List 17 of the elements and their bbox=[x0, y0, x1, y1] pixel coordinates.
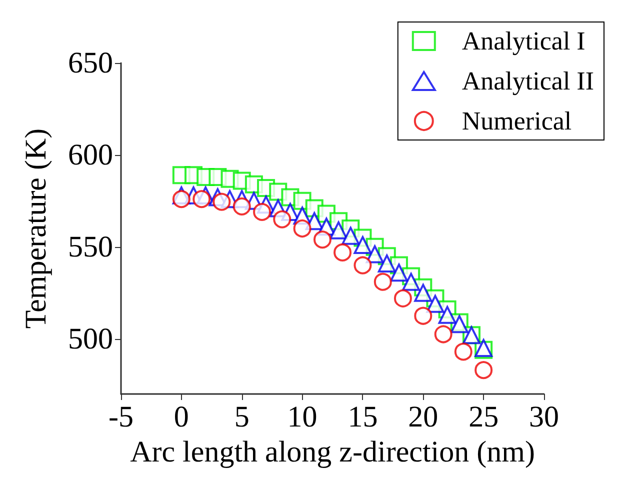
legend-label: Numerical bbox=[462, 106, 572, 136]
x-tick-label: 20 bbox=[408, 400, 438, 434]
x-tick-label: 30 bbox=[529, 400, 559, 434]
y-axis-title: Temperature (K) bbox=[20, 128, 52, 329]
y-tick-label: 650 bbox=[68, 46, 113, 80]
x-tick-label: 15 bbox=[348, 400, 378, 434]
legend-label: Analytical I bbox=[462, 26, 586, 56]
x-tick-label: 0 bbox=[174, 400, 189, 434]
x-tick-label: 25 bbox=[468, 400, 499, 434]
y-tick-label: 600 bbox=[68, 138, 113, 172]
x-tick-label: 5 bbox=[234, 400, 250, 434]
x-axis-title: Arc length along z-direction (nm) bbox=[130, 435, 535, 468]
legend-label: Analytical II bbox=[462, 66, 594, 96]
y-tick-label: 500 bbox=[68, 322, 113, 356]
y-tick-label: 550 bbox=[68, 230, 113, 264]
x-tick-label: 10 bbox=[287, 400, 318, 434]
x-tick-label: -5 bbox=[108, 400, 134, 434]
